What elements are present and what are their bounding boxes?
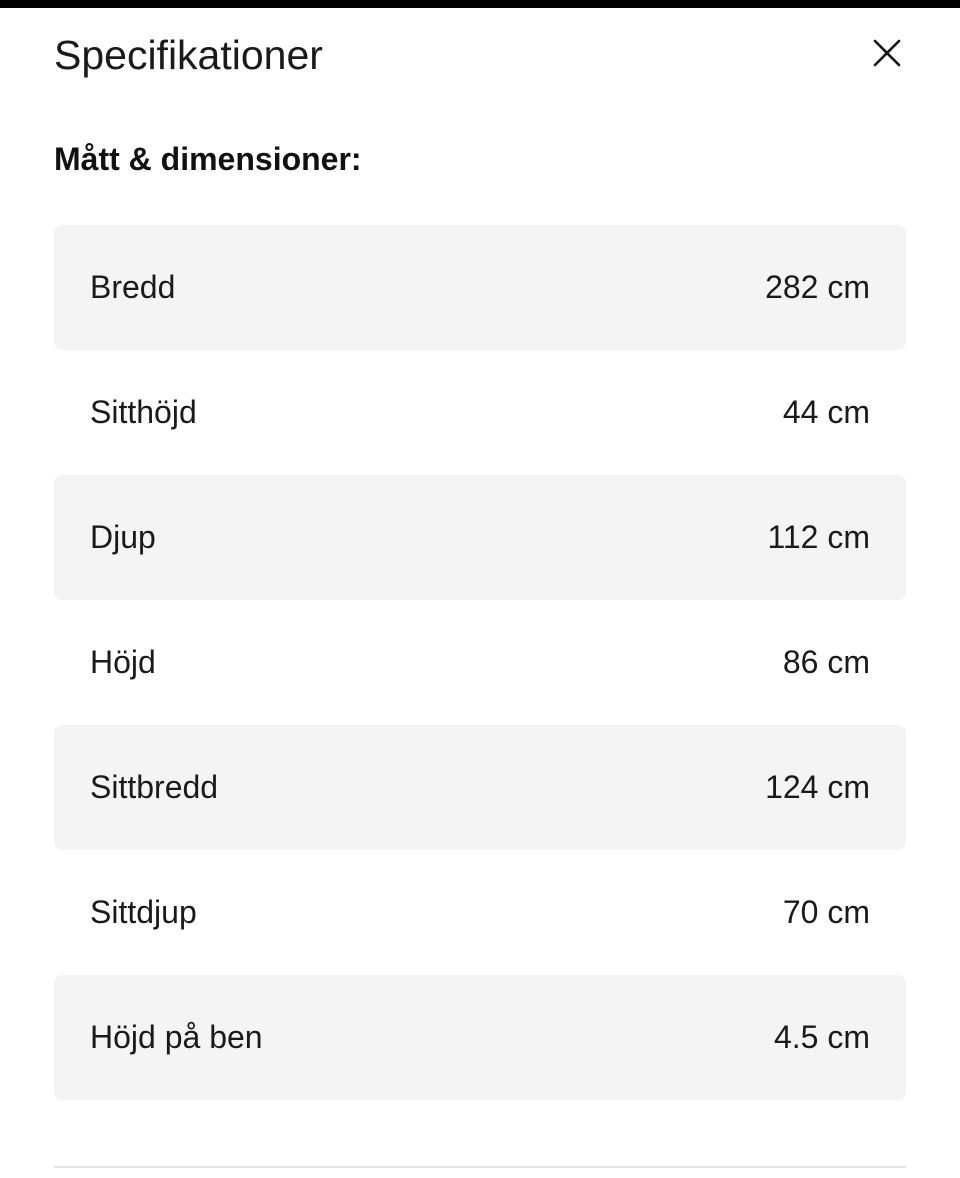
spec-label: Sitthöjd: [90, 394, 197, 431]
top-edge-bar: [0, 0, 960, 8]
bottom-divider: [54, 1166, 906, 1169]
spec-value: 86 cm: [782, 644, 870, 681]
spec-value: 44 cm: [782, 394, 870, 431]
spec-row: Sittbredd 124 cm: [54, 725, 906, 851]
close-icon: [871, 37, 903, 69]
spec-value: 282 cm: [765, 269, 870, 306]
spec-value: 112 cm: [767, 519, 870, 556]
specifications-modal: Specifikationer Mått & dimensioner: Bred…: [0, 32, 960, 1169]
spec-row: Sittdjup 70 cm: [54, 850, 906, 975]
spec-value: 124 cm: [765, 769, 870, 806]
section-heading-dimensions: Mått & dimensioner:: [54, 141, 362, 178]
spec-label: Djup: [90, 519, 156, 556]
spec-value: 70 cm: [782, 894, 870, 931]
page-title: Specifikationer: [54, 32, 323, 78]
spec-label: Sittdjup: [90, 894, 197, 931]
spec-row: Höjd 86 cm: [54, 600, 906, 725]
spec-row: Höjd på ben 4.5 cm: [54, 975, 906, 1101]
spec-label: Höjd på ben: [90, 1019, 263, 1056]
spec-value: 4.5 cm: [773, 1019, 870, 1056]
spec-row: Bredd 282 cm: [54, 225, 906, 351]
spec-label: Bredd: [90, 269, 176, 306]
spec-table: Bredd 282 cm Sitthöjd 44 cm Djup 112 cm …: [54, 225, 906, 1101]
spec-row: Sitthöjd 44 cm: [54, 350, 906, 475]
spec-row: Djup 112 cm: [54, 475, 906, 601]
spec-label: Höjd: [90, 644, 156, 681]
close-button[interactable]: [870, 36, 904, 70]
spec-label: Sittbredd: [90, 769, 219, 806]
modal-header: Specifikationer: [54, 32, 906, 79]
